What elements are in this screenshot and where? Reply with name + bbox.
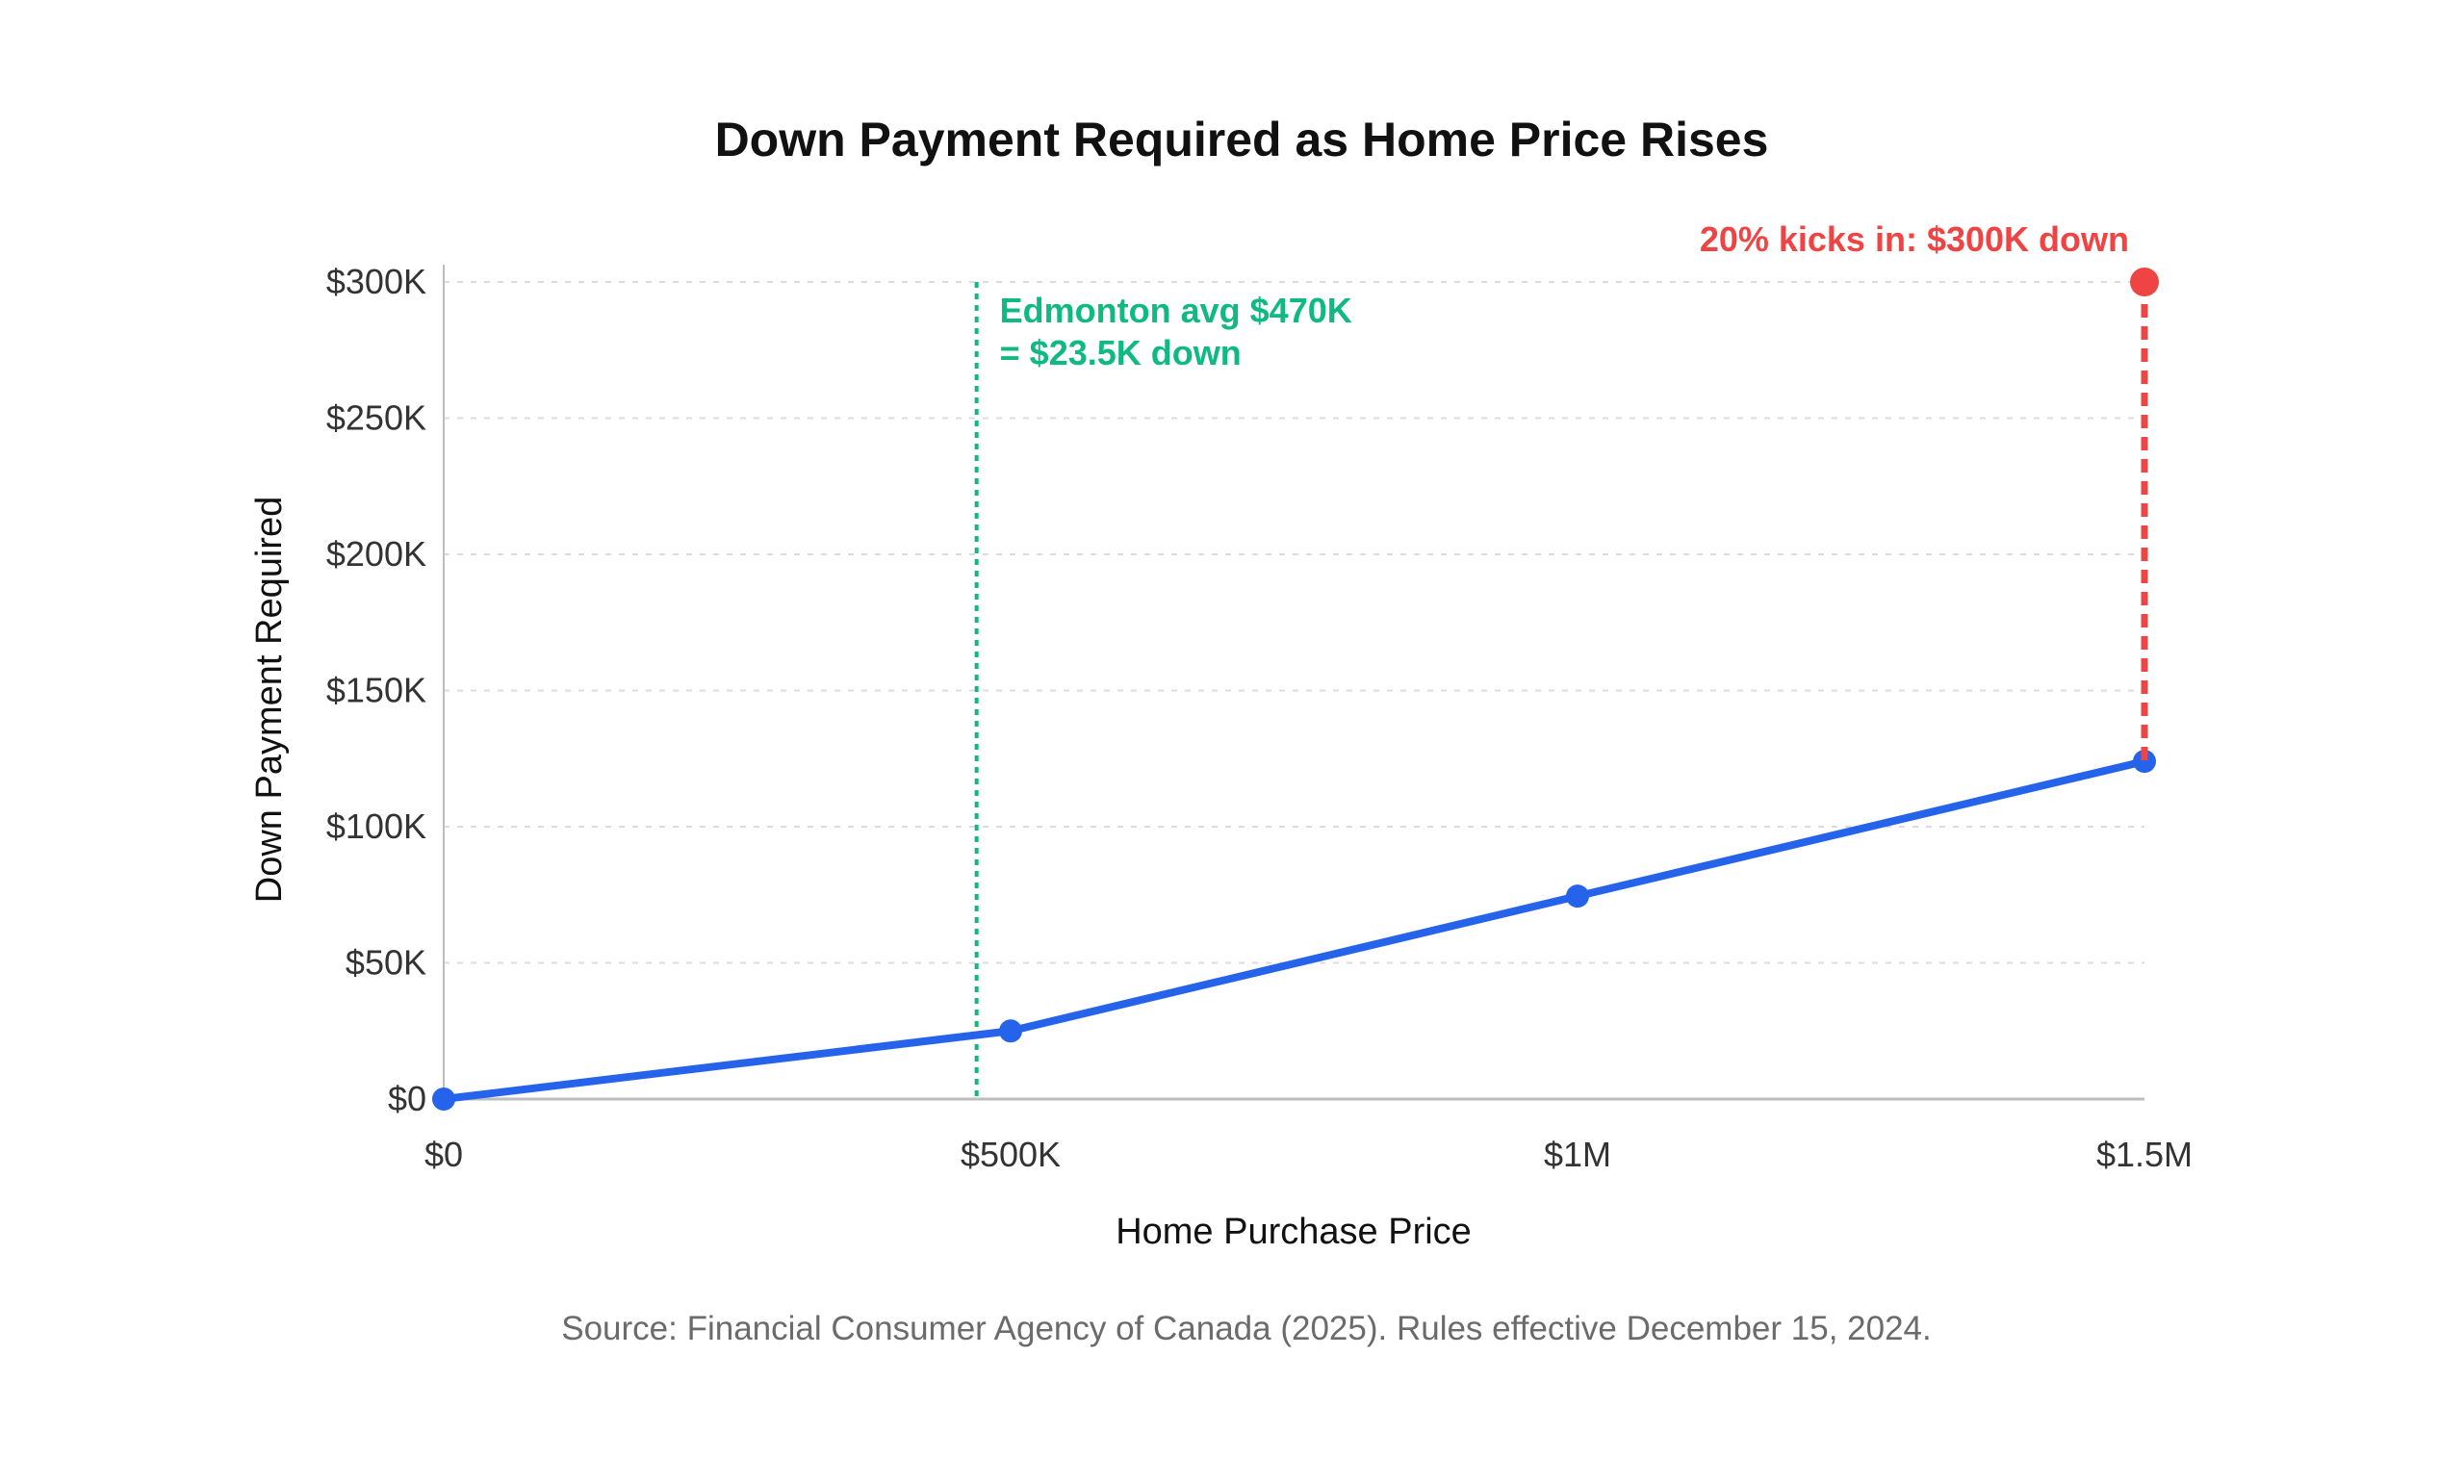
y-tick-label-6: $300K [326,262,426,301]
y-tick-label-2: $100K [326,806,426,846]
data-point-0-2 [1566,884,1589,908]
x-tick-label-1: $500K [961,1135,1061,1174]
x-axis-label: Home Purchase Price [1116,1212,1472,1252]
series-group [432,750,2156,1111]
data-point-0-1 [999,1019,1022,1043]
reference-label-line-0: Edmonton avg $470K [1000,291,1352,330]
series-line-0 [440,757,2148,1103]
y-tick-label-4: $200K [326,534,426,574]
chart-title: Down Payment Required as Home Price Rise… [715,113,1769,166]
x-tick-label-0: $0 [424,1135,463,1174]
reference-line-group: Edmonton avg $470K= $23.5K down [974,282,1352,1099]
y-axis-ticks: $0 $50K $100K $150K $200K $250K $300K [326,262,426,1118]
grid-lines [444,281,2144,964]
reference-label-line-1: = $23.5K down [1000,333,1242,372]
y-tick-label-1: $50K [346,943,426,983]
highlight-group: 20% kicks in: $300K down [1700,219,2159,762]
highlight-label: 20% kicks in: $300K down [1700,219,2129,259]
y-axis-label: Down Payment Required [249,497,290,903]
y-tick-label-5: $250K [326,398,426,438]
y-tick-label-0: $0 [388,1079,426,1118]
data-point-0-0 [432,1087,455,1111]
y-tick-label-3: $150K [326,671,426,710]
x-tick-label-3: $1.5M [2096,1135,2193,1174]
highlight-point [2130,268,2159,296]
source-note: Source: Financial Consumer Agency of Can… [561,1310,1931,1347]
data-point-0-3 [2133,750,2156,774]
x-axis-ticks: $0 $500K $1M $1.5M [424,1135,2193,1174]
axes [443,265,2144,1101]
x-tick-label-2: $1M [1544,1135,1611,1174]
